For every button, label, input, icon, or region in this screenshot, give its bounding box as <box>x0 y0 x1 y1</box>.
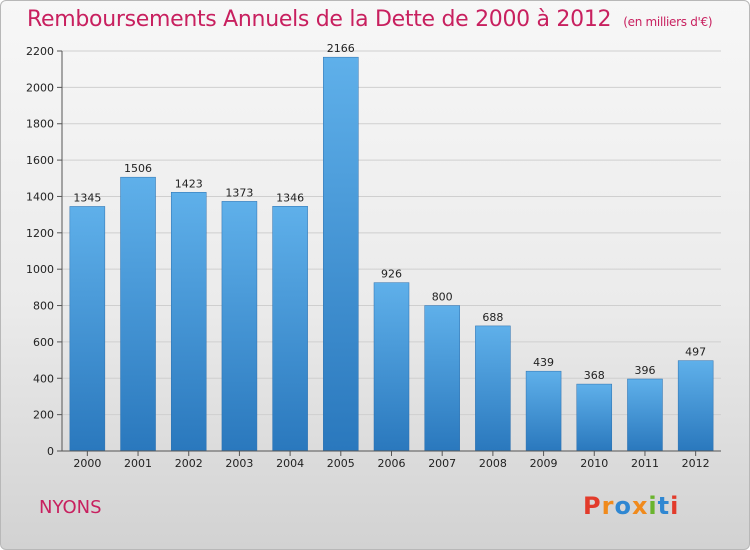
x-tick-label: 2005 <box>327 457 355 470</box>
bars: 1345 1506 1423 1373 1346 2166 926 800 688 439 368 3… <box>69 42 714 452</box>
bar <box>323 56 359 452</box>
bar <box>677 360 714 452</box>
bar-value-label: 1373 <box>225 186 253 199</box>
bar-value-label: 368 <box>584 369 605 382</box>
x-tick-label: 2004 <box>276 457 304 470</box>
y-tick-label: 2000 <box>26 81 54 94</box>
bar <box>69 206 106 452</box>
logo-letter: P <box>583 492 602 520</box>
x-tick-label: 2011 <box>631 457 659 470</box>
bar-value-label: 2166 <box>327 42 355 55</box>
bar <box>525 370 562 452</box>
y-tick-label: 2200 <box>26 45 54 58</box>
bar-value-label: 497 <box>685 346 706 359</box>
proxiti-logo[interactable]: Proxiti <box>583 492 679 520</box>
y-tick-label: 1400 <box>26 190 54 203</box>
y-tick-label: 400 <box>33 372 54 385</box>
x-tick-label: 2002 <box>175 457 203 470</box>
bar-value-label: 396 <box>634 364 655 377</box>
y-tick-label: 800 <box>33 300 54 313</box>
chart-subtitle: (en milliers d'€) <box>623 15 713 29</box>
bar <box>120 176 156 452</box>
y-tick-label: 200 <box>33 409 54 422</box>
bar <box>373 282 410 452</box>
chart-title-text: Remboursements Annuels de la Dette de 20… <box>27 7 612 32</box>
y-tick-label: 1200 <box>26 227 54 240</box>
bar-value-label: 926 <box>381 268 402 281</box>
x-tick-label: 2009 <box>530 457 558 470</box>
bar <box>170 192 207 452</box>
axes: 0 200 400 600 800 1000 1200 1400 1600 1800 2000 220… <box>26 45 721 470</box>
logo-letter: t <box>657 492 671 520</box>
logo-letter: o <box>614 492 632 520</box>
bar <box>576 383 613 452</box>
logo-letter: i <box>670 492 680 520</box>
bar <box>424 305 460 452</box>
x-tick-label: 2012 <box>682 457 710 470</box>
bar-value-label: 1423 <box>175 177 203 190</box>
bar <box>272 206 308 452</box>
x-tick-label: 2008 <box>479 457 507 470</box>
logo-letter: i <box>648 492 658 520</box>
x-tick-label: 2010 <box>580 457 608 470</box>
bar-value-label: 1506 <box>124 162 152 175</box>
bar <box>221 201 258 452</box>
bar-value-label: 439 <box>533 356 554 369</box>
y-tick-label: 0 <box>47 445 54 458</box>
x-tick-label: 2003 <box>225 457 253 470</box>
chart-title: Remboursements Annuels de la Dette de 20… <box>27 7 713 32</box>
y-tick-label: 1600 <box>26 154 54 167</box>
bar-value-label: 1346 <box>276 191 304 204</box>
bar <box>475 325 511 452</box>
bar <box>627 378 663 452</box>
y-tick-label: 1000 <box>26 263 54 276</box>
y-tick-label: 600 <box>33 336 54 349</box>
city-label: NYONS <box>39 497 102 518</box>
bar-value-label: 688 <box>482 311 503 324</box>
y-tick-label: 1800 <box>26 118 54 131</box>
logo-letter: x <box>631 492 649 520</box>
bar-value-label: 800 <box>432 291 453 304</box>
x-tick-label: 2006 <box>378 457 406 470</box>
x-tick-label: 2001 <box>124 457 152 470</box>
bar-value-label: 1345 <box>73 191 101 204</box>
logo-letter: r <box>601 492 615 520</box>
x-tick-label: 2007 <box>428 457 456 470</box>
x-tick-label: 2000 <box>73 457 101 470</box>
